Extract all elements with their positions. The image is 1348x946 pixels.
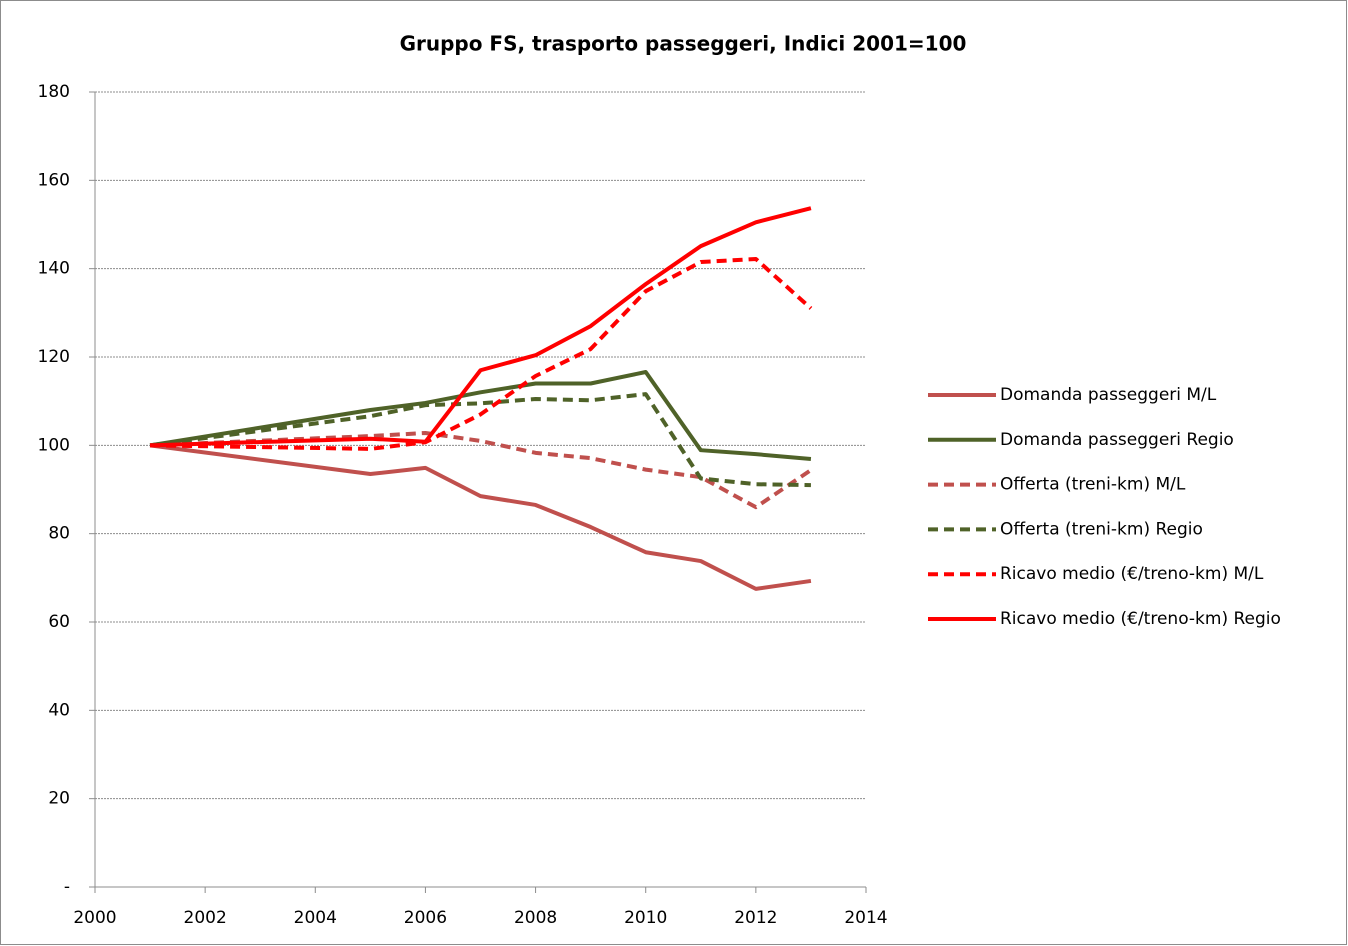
- y-tick-label: 100: [38, 435, 70, 455]
- y-tick-label: -: [64, 877, 70, 897]
- y-tick-label: 60: [48, 612, 70, 632]
- y-tick-label: 40: [48, 700, 70, 720]
- legend-label: Offerta (treni-km) Regio: [1000, 519, 1203, 539]
- y-tick-label: 20: [48, 789, 70, 809]
- legend-label: Ricavo medio (€/treno-km) M/L: [1000, 564, 1264, 584]
- y-tick-label: 160: [38, 170, 70, 190]
- y-tick-label: 180: [38, 82, 70, 102]
- x-tick-label: 2010: [624, 908, 667, 928]
- x-tick-label: 2004: [294, 908, 337, 928]
- chart-title: Gruppo FS, trasporto passeggeri, Indici …: [400, 32, 967, 56]
- series-line: [150, 206, 812, 448]
- x-tick-label: 2014: [844, 908, 887, 928]
- legend-label: Offerta (treni-km) M/L: [1000, 475, 1186, 495]
- legend-label: Ricavo medio (€/treno-km) Regio: [1000, 609, 1281, 629]
- legend-label: Domanda passeggeri M/L: [1000, 385, 1217, 405]
- legend-label: Domanda passeggeri Regio: [1000, 430, 1234, 450]
- x-tick-label: 2002: [184, 908, 227, 928]
- series-line: [149, 443, 812, 591]
- series-line: [150, 256, 813, 451]
- x-tick-label: 2000: [73, 908, 116, 928]
- series-line: [149, 392, 811, 488]
- y-tick-label: 140: [38, 259, 70, 279]
- series-line: [149, 430, 813, 510]
- y-tick-label: 120: [38, 347, 70, 367]
- x-tick-label: 2012: [734, 908, 777, 928]
- y-tick-label: 80: [48, 524, 70, 544]
- x-tick-label: 2008: [514, 908, 557, 928]
- series-line: [149, 370, 812, 462]
- x-tick-label: 2006: [404, 908, 447, 928]
